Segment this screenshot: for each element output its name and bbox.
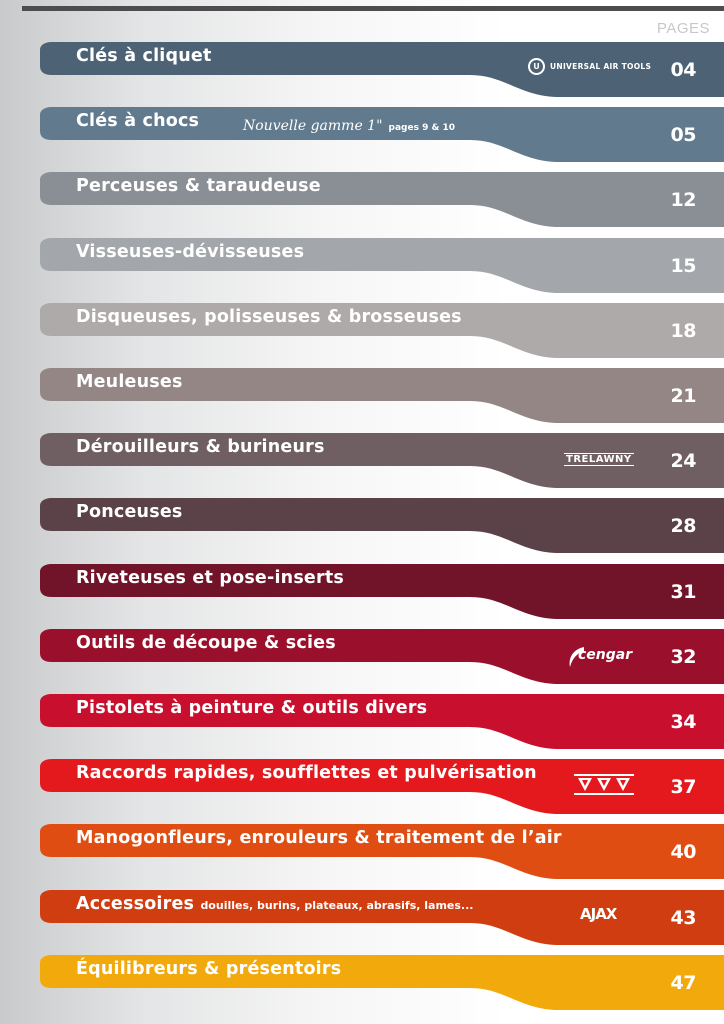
section-title-text: Outils de découpe & scies — [76, 632, 336, 653]
toc-row[interactable]: Disqueuses, polisseuses & brosseuses 18 — [0, 302, 724, 363]
toc-row[interactable]: Accessoires douilles, burins, plateaux, … — [0, 889, 724, 950]
toc-band-shape — [40, 172, 724, 228]
section-title: Outils de découpe & scies — [76, 633, 336, 653]
universal-air-tools-logo: U UNIVERSAL AIR TOOLS — [528, 58, 651, 75]
section-title-text: Accessoires — [76, 893, 195, 914]
page-number: 37 — [670, 776, 697, 799]
section-title: Dérouilleurs & burineurs — [76, 437, 325, 457]
toc-row[interactable]: Manogonfleurs, enrouleurs & traitement d… — [0, 824, 724, 884]
section-title: Manogonfleurs, enrouleurs & traitement d… — [76, 828, 562, 848]
section-title: Visseuses-dévisseuses — [76, 242, 304, 262]
section-title: Meuleuses — [76, 372, 183, 392]
cengar-swoosh-icon — [569, 646, 584, 667]
page-number: 34 — [670, 711, 697, 733]
toc-band-shape — [40, 628, 724, 684]
section-title-text: Équilibreurs & présentoirs — [76, 958, 342, 979]
pages-column-label: PAGES — [656, 20, 710, 37]
section-title-text: Raccords rapides, soufflettes et pulvéri… — [76, 763, 537, 784]
page-number: 24 — [670, 450, 697, 473]
triangles-brand-icon — [574, 774, 634, 796]
toc-row[interactable]: Riveteuses et pose-inserts 31 — [0, 563, 724, 624]
trelawny-logo: TRELAWNY — [564, 453, 634, 467]
section-title-text: Ponceuses — [76, 502, 183, 523]
section-title: Ponceuses — [76, 502, 183, 522]
section-title: Perceuses & taraudeuse — [76, 176, 321, 196]
page-number: 28 — [670, 515, 697, 538]
toc-band-shape — [40, 694, 724, 749]
section-title: Clés à chocs — [76, 111, 199, 131]
section-title-text: Disqueuses, polisseuses & brosseuses — [76, 306, 462, 327]
new-range-note-text: Nouvelle gamme 1" — [243, 118, 383, 135]
toc-band-shape — [40, 368, 724, 423]
toc-row[interactable]: Outils de découpe & scies cengar 32 — [0, 628, 724, 689]
page-number: 43 — [670, 906, 697, 929]
page-number: 05 — [670, 124, 697, 147]
toc-row[interactable]: Visseuses-dévisseuses 15 — [0, 237, 724, 298]
toc-band-shape — [40, 824, 724, 880]
page-number: 40 — [670, 841, 697, 864]
page-number: 47 — [670, 971, 697, 994]
toc-band-shape — [40, 107, 724, 163]
toc-band-shape — [40, 433, 724, 489]
toc-row[interactable]: Perceuses & taraudeuse 12 — [0, 172, 724, 232]
toc-row[interactable]: Meuleuses 21 — [0, 368, 724, 428]
page-number: 15 — [670, 254, 697, 277]
section-title-text: Pistolets à peinture & outils divers — [76, 698, 428, 718]
new-range-note: Nouvelle gamme 1" pages 9 & 10 — [243, 118, 455, 134]
toc-band-shape — [40, 498, 724, 554]
toc-row[interactable]: Clés à chocs Nouvelle gamme 1" pages 9 & 1… — [0, 107, 724, 167]
section-title: Pistolets à peinture & outils divers — [76, 698, 427, 718]
page-number: 31 — [670, 580, 697, 603]
section-title-text: Manogonfleurs, enrouleurs & traitement d… — [76, 828, 562, 849]
section-title-text: Riveteuses et pose-inserts — [76, 567, 345, 588]
toc-row[interactable]: Équilibreurs & présentoirs 47 — [0, 954, 724, 1015]
toc-row[interactable]: Raccords rapides, soufflettes et pulvéri… — [0, 759, 724, 819]
toc-band-shape — [40, 42, 724, 97]
new-range-pages-text: pages 9 & 10 — [388, 123, 455, 134]
section-title: Accessoires douilles, burins, plateaux, … — [76, 894, 473, 914]
toc-row[interactable]: Clés à cliquet U UNIVERSAL AIR TOOLS 04 — [0, 42, 724, 102]
section-title-text: Clés à chocs — [76, 111, 200, 132]
toc-row[interactable]: Dérouilleurs & burineurs TRELAWNY 24 — [0, 433, 724, 493]
section-title-text: Perceuses & taraudeuse — [76, 176, 321, 197]
section-title-text: Dérouilleurs & burineurs — [76, 437, 325, 458]
page-number: 18 — [670, 319, 697, 342]
page-number: 12 — [670, 189, 697, 212]
section-title-text: Meuleuses — [76, 372, 183, 392]
page-number: 04 — [670, 59, 697, 81]
section-title: Riveteuses et pose-inserts — [76, 568, 344, 588]
section-title: Équilibreurs & présentoirs — [76, 959, 341, 979]
toc-band-shape — [40, 759, 724, 815]
toc-band-shape — [40, 563, 724, 619]
section-title-text: Visseuses-dévisseuses — [76, 241, 305, 262]
uat-logo-text: UNIVERSAL AIR TOOLS — [550, 62, 652, 71]
toc-band-shape — [40, 302, 724, 358]
toc-band-shape — [40, 954, 724, 1010]
top-rule — [22, 6, 724, 11]
toc-band-shape — [40, 889, 724, 945]
section-title: Disqueuses, polisseuses & brosseuses — [76, 307, 462, 327]
section-subtitle: douilles, burins, plateaux, abrasifs, la… — [200, 898, 474, 912]
toc-row[interactable]: Pistolets à peinture & outils divers 34 — [0, 694, 724, 754]
ajax-logo: AJAX — [580, 904, 617, 923]
cengar-logo: cengar — [578, 646, 633, 663]
page-number: 32 — [670, 645, 697, 668]
toc-band-shape — [40, 237, 724, 293]
section-title-text: Clés à cliquet — [76, 46, 212, 66]
toc-row[interactable]: Ponceuses 28 — [0, 498, 724, 558]
uat-emblem-icon: U — [528, 58, 545, 75]
page-number: 21 — [670, 385, 697, 407]
section-title: Clés à cliquet — [76, 46, 212, 66]
section-title: Raccords rapides, soufflettes et pulvéri… — [76, 763, 537, 783]
